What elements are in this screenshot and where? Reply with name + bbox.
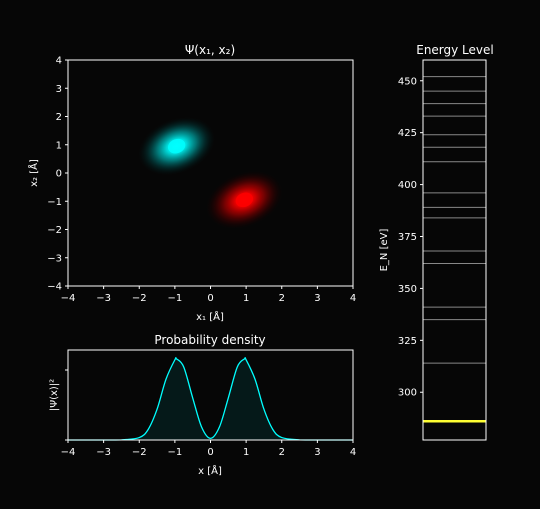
wavefunction-x-tick-label: 1 xyxy=(243,293,249,304)
energy-y-tick-label: 450 xyxy=(398,76,417,87)
density-curve xyxy=(68,357,353,441)
density-area xyxy=(68,357,353,440)
energy-y-ticks: 300 325 350 375 400 425 450 xyxy=(398,76,423,399)
density-frame xyxy=(67,349,354,441)
wavefunction-y-tick-label: 0 xyxy=(56,169,62,180)
wavefunction-y-tick-label: −3 xyxy=(47,253,62,264)
energy-ylabel: E_N [eV] xyxy=(379,229,390,272)
density-xlabel: x [Å] xyxy=(198,464,222,477)
wavefunction-x-tick-label: 2 xyxy=(279,293,285,304)
energy-y-tick-label: 425 xyxy=(398,128,417,139)
wavefunction-heatmap xyxy=(138,116,283,230)
wavefunction-xlabel: x₁ [Å] xyxy=(196,310,224,323)
wavefunction-y-tick-label: 1 xyxy=(56,140,62,151)
wavefunction-frame xyxy=(67,59,354,287)
density-x-tick-label: 4 xyxy=(350,447,356,458)
wavefunction-x-tick-label: −3 xyxy=(96,293,111,304)
wavefunction-x-ticks: −4 −3 −2 −1 0 1 2 3 4 xyxy=(61,286,356,304)
energy-y-tick-label: 300 xyxy=(398,388,417,399)
energy-y-tick-label: 350 xyxy=(398,284,417,295)
density-panel: −4 −3 −2 −1 0 1 2 3 4 Probability density x [Å] … xyxy=(49,333,356,477)
energy-y-tick-label: 400 xyxy=(398,180,417,191)
density-x-tick-label: 1 xyxy=(243,447,249,458)
density-ylabel: |Ψ(x)|² xyxy=(49,379,60,411)
density-x-ticks: −4 −3 −2 −1 0 1 2 3 4 xyxy=(61,440,356,458)
wavefunction-y-tick-label: 2 xyxy=(56,112,62,123)
wavefunction-positive-core xyxy=(167,138,186,154)
wavefunction-x-tick-label: −4 xyxy=(61,293,76,304)
wavefunction-x-tick-label: 0 xyxy=(207,293,213,304)
wavefunction-x-tick-label: 3 xyxy=(314,293,320,304)
density-x-tick-label: −3 xyxy=(96,447,111,458)
wavefunction-y-tick-label: 3 xyxy=(56,84,62,95)
wavefunction-ylabel: x₂ [Å] xyxy=(27,159,40,187)
energy-panel: 300 325 350 375 400 425 450 Energy Level E_N [… xyxy=(379,43,494,441)
energy-y-tick-label: 325 xyxy=(398,336,417,347)
wavefunction-y-tick-label: −1 xyxy=(47,197,62,208)
density-x-tick-label: −1 xyxy=(168,447,183,458)
wavefunction-x-tick-label: 4 xyxy=(350,293,356,304)
wavefunction-y-tick-label: −4 xyxy=(47,282,62,293)
density-title: Probability density xyxy=(154,333,265,347)
wavefunction-x-tick-label: −1 xyxy=(168,293,183,304)
energy-title: Energy Level xyxy=(416,43,494,57)
wavefunction-y-ticks: −4 −3 −2 −1 0 1 2 3 4 xyxy=(47,56,68,293)
energy-frame xyxy=(422,59,487,441)
wavefunction-y-tick-label: −2 xyxy=(47,225,62,236)
density-x-tick-label: −4 xyxy=(61,447,76,458)
wavefunction-panel: −4 −3 −2 −1 0 1 2 3 4 −4 −3 −2 −1 0 1 2 3 4 Ψ(x₁, x₂) x₁… xyxy=(27,43,356,323)
wavefunction-title: Ψ(x₁, x₂) xyxy=(185,43,235,57)
density-x-tick-label: −2 xyxy=(132,447,147,458)
wavefunction-y-tick-label: 4 xyxy=(56,56,62,67)
density-x-tick-label: 2 xyxy=(279,447,285,458)
wavefunction-negative-core xyxy=(235,192,254,208)
wavefunction-x-tick-label: −2 xyxy=(132,293,147,304)
energy-levels xyxy=(423,76,486,423)
density-x-tick-label: 0 xyxy=(207,447,213,458)
energy-y-tick-label: 375 xyxy=(398,232,417,243)
density-x-tick-label: 3 xyxy=(314,447,320,458)
